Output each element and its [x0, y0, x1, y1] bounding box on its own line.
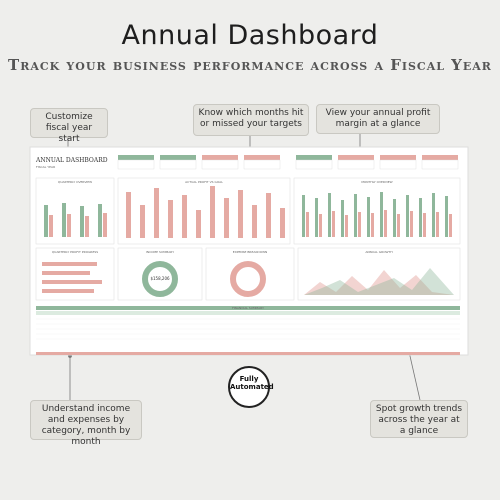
kpi-boxes	[117, 155, 459, 170]
section-title: ACTUAL PROFIT VS GOAL	[185, 180, 223, 184]
callout: Know which months hit or missed your tar…	[193, 104, 309, 136]
table-row	[36, 311, 460, 315]
subtitle: Track your business performance across a…	[8, 56, 492, 74]
income-total: $158,206	[150, 276, 170, 281]
section-title: ANNUAL GROWTH	[365, 250, 392, 254]
section-title: MONTHLY OVERVIEW	[361, 180, 392, 184]
section-title: FINANCIAL SUMMARY	[232, 306, 264, 310]
table-header	[36, 306, 460, 310]
automation-badge: Fully Automated	[228, 366, 274, 408]
callout: Spot growth trends across the year at a …	[370, 400, 468, 438]
svg-text:FISCAL YEAR: FISCAL YEAR	[36, 165, 55, 169]
chart-decoration	[42, 186, 454, 297]
table-rows	[36, 318, 460, 340]
title: Annual Dashboard	[121, 20, 379, 51]
dashboard-title: ANNUAL DASHBOARD	[35, 157, 108, 164]
table-header	[36, 352, 460, 355]
section-title: EXPENSE BREAKDOWN	[233, 250, 268, 254]
section-title: INCOME SUMMARY	[146, 250, 174, 254]
callout: Customize fiscal year start	[30, 108, 108, 144]
callout: View your annual profit margin at a glan…	[316, 104, 440, 134]
callout: Understand income and expenses by catego…	[30, 400, 142, 447]
section-title: QUARTERLY PROFIT PROGRESS	[52, 250, 98, 254]
section-title: QUARTERLY OVERVIEW	[58, 180, 92, 184]
